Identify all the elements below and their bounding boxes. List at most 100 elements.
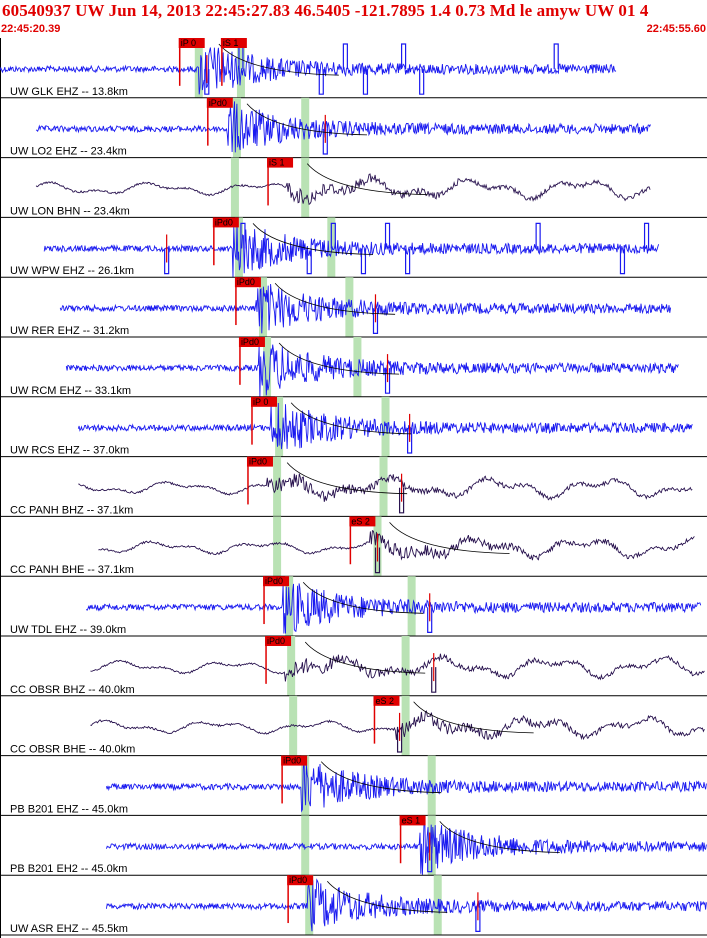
travel-time-curve <box>389 522 510 554</box>
waveform-spike <box>619 248 626 275</box>
waveform-spike <box>535 222 541 249</box>
travel-time-curve <box>252 223 374 255</box>
station-label: UW RER EHZ -- 31.2km <box>10 325 129 337</box>
waveform-trace <box>65 344 679 397</box>
waveform-spike <box>431 667 437 693</box>
pick-flag <box>220 38 247 48</box>
station-label: CC OBSR BHE -- 40.0km <box>10 744 135 756</box>
waveform-spike <box>384 222 391 249</box>
waveform-trace <box>35 101 651 153</box>
waveform-trace <box>85 583 702 634</box>
pick-label: iP 0 <box>181 38 196 48</box>
travel-time-curve <box>218 43 339 76</box>
trace-row: iPd0 PB B201 EHZ -- 45.0km <box>0 755 707 816</box>
pick-window-band <box>401 636 410 696</box>
waveform-spike <box>318 69 324 95</box>
waveform-spike <box>360 248 367 275</box>
pick-flag <box>250 396 277 407</box>
pick-window-band <box>236 38 245 98</box>
pick-label: iPd0 <box>283 756 301 766</box>
waveform-spike <box>342 43 348 70</box>
waveform-trace <box>0 47 617 95</box>
waveform-trace <box>59 283 672 334</box>
station-label: UW ASR EHZ -- 45.5km <box>10 923 128 935</box>
waveform-spike <box>164 248 170 275</box>
waveform-spike <box>405 248 411 275</box>
waveform-spike <box>384 368 391 394</box>
pick-label: iS 1 <box>269 158 285 168</box>
pick-label: iPd0 <box>265 576 283 586</box>
pick-window-band <box>301 815 310 876</box>
travel-time-curve <box>306 163 428 196</box>
pick-flag <box>373 695 400 706</box>
waveform-trace <box>105 757 707 813</box>
pick-flag <box>206 97 233 108</box>
station-label: UW RCS EHZ -- 37.0km <box>10 445 129 457</box>
trace-row: iPd0 UW WPW EHZ -- 26.1km <box>0 217 707 278</box>
pick-window-band <box>285 576 294 636</box>
pick-window-band <box>287 636 296 696</box>
waveform-trace <box>78 473 693 502</box>
pick-flag <box>349 516 376 527</box>
travel-time-curve <box>304 641 426 674</box>
station-label: CC PANH BHZ -- 37.1km <box>10 504 133 516</box>
trace-row: iS 1 UW LON BHN -- 23.4km <box>0 157 707 218</box>
waveform-spike <box>398 487 405 514</box>
waveform-spike <box>330 222 336 249</box>
pick-window-band <box>230 157 239 218</box>
trace-row: iPd0 CC PANH BHZ -- 37.1km <box>0 456 707 517</box>
station-label: UW LON BHN -- 23.4km <box>10 205 130 217</box>
waveform-spike <box>204 69 210 95</box>
pick-window-band <box>305 875 314 935</box>
pick-window-band <box>234 217 243 278</box>
waveform-spike <box>396 726 403 753</box>
trace-row: iP 0 UW RCS EHZ -- 37.0km <box>0 396 707 458</box>
waveform-spike <box>427 846 433 873</box>
pick-label: iPd0 <box>241 337 259 347</box>
waveform-spike <box>322 128 328 155</box>
pick-label: iPd0 <box>249 457 267 467</box>
station-label: UW LO2 EHZ -- 23.4km <box>10 146 127 158</box>
travel-time-curve <box>320 761 442 794</box>
pick-label: eS 2 <box>351 516 370 526</box>
trace-row: eS 2 CC PANH BHE -- 37.1km <box>0 516 707 577</box>
waveform-spike <box>306 248 312 275</box>
pick-flag <box>234 277 261 288</box>
waveform-spike <box>374 547 381 574</box>
pick-label: iP 0 <box>253 397 268 407</box>
waveform-spike <box>553 43 559 70</box>
waveform-spike <box>475 906 481 933</box>
pick-window-band <box>353 337 362 397</box>
pick-window-band <box>273 516 282 577</box>
event-title: 60540937 UW Jun 14, 2013 22:45:27.83 46.… <box>2 1 649 20</box>
waveform-spike <box>400 43 407 70</box>
pick-window-band <box>289 695 298 756</box>
pick-label: iPd0 <box>289 875 307 885</box>
pick-flag <box>281 755 308 766</box>
waveform-trace <box>105 819 707 875</box>
station-label: CC OBSR BHZ -- 40.0km <box>10 684 135 696</box>
travel-time-curve <box>439 821 560 853</box>
window-start-time: 22:45:20.39 <box>1 23 61 35</box>
waveform-spike <box>240 222 246 249</box>
travel-time-curve <box>278 342 400 375</box>
station-label: UW RCM EHZ -- 33.1km <box>10 385 131 397</box>
waveform-trace <box>90 653 705 682</box>
waveform-spike <box>372 308 379 335</box>
trace-row: iPd0 UW ASR EHZ -- 45.5km <box>0 875 707 936</box>
window-end-time: 22:45:55.60 <box>646 23 706 35</box>
station-label: CC PANH BHE -- 37.1km <box>10 564 134 576</box>
pick-window-band <box>301 157 310 218</box>
pick-flag <box>246 456 273 467</box>
travel-time-curve <box>326 880 448 913</box>
trace-row: iPd0 UW RCM EHZ -- 33.1km <box>0 337 707 398</box>
pick-label: iPd0 <box>267 636 285 646</box>
travel-time-curve <box>286 462 408 495</box>
trace-row: iPd0 CC OBSR BHZ -- 40.0km <box>0 636 707 697</box>
travel-time-curve <box>302 581 424 614</box>
pick-flag <box>267 157 294 168</box>
pick-window-band <box>301 755 310 816</box>
pick-label: iPd0 <box>237 277 255 287</box>
pick-flag <box>265 636 292 646</box>
trace-row: iPd0 UW TDL EHZ -- 39.0km <box>0 576 707 637</box>
